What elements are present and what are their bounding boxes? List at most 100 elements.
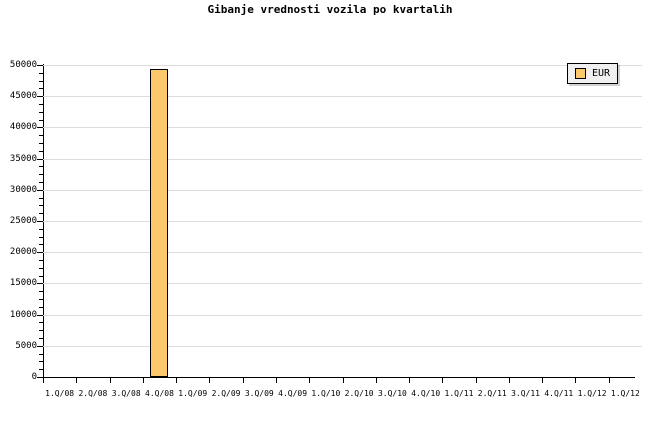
- x-axis-tick: [575, 378, 576, 383]
- gridline: [43, 221, 642, 222]
- y-axis-minor-tick: [39, 338, 43, 339]
- x-axis-tick: [609, 378, 610, 383]
- x-axis-tick-label: 3.Q/11: [511, 389, 540, 398]
- x-axis-tick: [509, 378, 510, 383]
- x-axis-tick-label: 4.Q/10: [411, 389, 441, 398]
- y-axis-tick: [37, 190, 43, 191]
- x-axis-tick-label: 4.Q/11: [544, 389, 574, 398]
- y-axis-tick: [37, 283, 43, 284]
- y-axis-tick-label: 20000: [9, 247, 37, 257]
- gridline: [43, 252, 642, 253]
- bar[interactable]: [150, 69, 168, 377]
- gridline: [43, 283, 642, 284]
- y-axis-minor-tick: [39, 361, 43, 362]
- y-axis-minor-tick: [39, 299, 43, 300]
- y-axis-tick-label: 30000: [9, 185, 37, 195]
- y-axis-minor-tick: [39, 276, 43, 277]
- x-axis-tick-label: 1.Q/08: [45, 389, 75, 398]
- y-axis-tick-label: 10000: [9, 310, 37, 320]
- chart-legend[interactable]: EUR: [567, 63, 619, 84]
- y-axis-tick: [37, 159, 43, 160]
- x-axis-tick-label: 1.Q/12: [577, 389, 607, 398]
- x-axis-tick: [442, 378, 443, 383]
- y-axis-minor-tick: [39, 135, 43, 136]
- y-axis-minor-tick: [39, 369, 43, 370]
- x-axis-tick: [309, 378, 310, 383]
- y-axis-minor-tick: [39, 81, 43, 82]
- x-axis-tick-label: 1.Q/11: [444, 389, 474, 398]
- gridline: [43, 127, 642, 128]
- y-axis-minor-tick: [39, 88, 43, 89]
- x-axis-tick: [542, 378, 543, 383]
- y-axis-tick-label: 15000: [9, 278, 37, 288]
- x-axis-tick: [43, 378, 44, 383]
- y-axis-minor-tick: [39, 322, 43, 323]
- x-axis-tick-label: 4.Q/08: [145, 389, 174, 398]
- y-axis-tick: [37, 65, 43, 66]
- legend-swatch-eur: [575, 68, 586, 79]
- chart-title: Gibanje vrednosti vozila po kvartalih: [207, 3, 453, 16]
- y-axis-tick-label: 25000: [9, 216, 37, 226]
- y-axis-minor-tick: [39, 330, 43, 331]
- y-axis-minor-tick: [39, 120, 43, 121]
- y-axis-tick-label: 50000: [9, 60, 37, 70]
- x-axis-tick-label: 1.Q/12: [610, 389, 640, 398]
- gridline: [43, 315, 642, 316]
- x-axis-tick: [476, 378, 477, 383]
- y-axis-minor-tick: [39, 166, 43, 167]
- plot-area: [43, 65, 642, 377]
- gridline: [43, 159, 642, 160]
- x-axis-line: [43, 377, 635, 378]
- legend-label-eur: EUR: [592, 68, 611, 79]
- y-axis-minor-tick: [39, 104, 43, 105]
- gridline: [43, 190, 642, 191]
- x-axis-tick: [409, 378, 410, 383]
- y-axis-minor-tick: [39, 260, 43, 261]
- y-axis-minor-tick: [39, 268, 43, 269]
- x-axis-tick: [143, 378, 144, 383]
- x-axis-tick: [343, 378, 344, 383]
- y-axis-minor-tick: [39, 354, 43, 355]
- y-axis-minor-tick: [39, 237, 43, 238]
- y-axis-tick-label: 45000: [9, 91, 37, 101]
- x-axis-tick-label: 3.Q/10: [377, 389, 407, 398]
- y-axis-minor-tick: [39, 213, 43, 214]
- y-axis-tick: [37, 221, 43, 222]
- x-axis-tick: [243, 378, 244, 383]
- y-axis-minor-tick: [39, 182, 43, 183]
- y-axis-tick: [37, 315, 43, 316]
- x-axis-tick: [209, 378, 210, 383]
- x-axis-tick: [110, 378, 111, 383]
- x-axis-tick-label: 2.Q/11: [477, 389, 507, 398]
- x-axis-tick-label: 3.Q/09: [244, 389, 274, 398]
- x-axis-tick: [176, 378, 177, 383]
- x-axis-tick-label: 3.Q/08: [111, 389, 141, 398]
- y-axis-tick: [37, 252, 43, 253]
- x-axis-tick-label: 4.Q/09: [278, 389, 308, 398]
- y-axis-tick-label: 40000: [9, 122, 37, 132]
- y-axis-minor-tick: [39, 112, 43, 113]
- y-axis-minor-tick: [39, 229, 43, 230]
- gridline: [43, 346, 642, 347]
- x-axis-tick: [276, 378, 277, 383]
- gridline: [43, 65, 642, 66]
- y-axis-tick: [37, 377, 43, 378]
- y-axis-minor-tick: [39, 244, 43, 245]
- x-axis-tick: [76, 378, 77, 383]
- y-axis-minor-tick: [39, 143, 43, 144]
- gridline: [43, 96, 642, 97]
- y-axis-minor-tick: [39, 205, 43, 206]
- y-axis-tick-label: 0: [31, 372, 37, 382]
- x-axis-tick-label: 1.Q/10: [311, 389, 341, 398]
- y-axis-minor-tick: [39, 291, 43, 292]
- y-axis-tick: [37, 346, 43, 347]
- x-axis-tick-label: 2.Q/09: [211, 389, 241, 398]
- y-axis-minor-tick: [39, 151, 43, 152]
- y-axis-tick: [37, 127, 43, 128]
- y-axis-minor-tick: [39, 307, 43, 308]
- y-axis-tick: [37, 96, 43, 97]
- x-axis-tick-label: 1.Q/09: [178, 389, 208, 398]
- x-axis-tick-label: 2.Q/10: [344, 389, 374, 398]
- y-axis-tick-label: 35000: [9, 154, 37, 164]
